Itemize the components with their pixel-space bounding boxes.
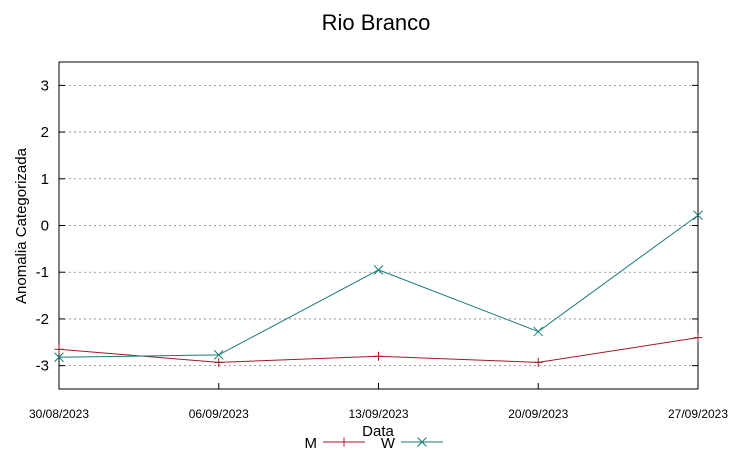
y-tick-label: -3 [36, 358, 49, 375]
x-tick-label: 20/09/2023 [508, 407, 568, 421]
x-tick-label: 13/09/2023 [348, 407, 408, 421]
data-point-M [54, 344, 64, 354]
x-tick-label: 30/08/2023 [29, 407, 89, 421]
y-axis-ticks: -3 -2 -1 0 1 2 3 [36, 77, 698, 375]
y-tick-label: 1 [41, 171, 49, 188]
data-point-M [533, 357, 543, 367]
y-axis-label: Anomalia Categorizada [13, 147, 30, 304]
data-point-M [693, 333, 703, 343]
legend-marker [417, 437, 427, 447]
plot-frame [58, 61, 699, 390]
grid [59, 84, 698, 367]
x-axis-label: Data [362, 423, 394, 440]
y-tick-label: 3 [41, 77, 49, 94]
chart-title: Rio Branco [322, 10, 431, 35]
data-point-W [54, 352, 64, 363]
data-point-M [214, 357, 224, 367]
y-tick-label: -1 [36, 264, 49, 281]
x-axis-ticks: 30/08/2023 06/09/2023 13/09/2023 20/09/2023… [29, 383, 728, 421]
data-point-W [693, 210, 703, 221]
data-point-M [374, 351, 383, 361]
data-point-W [213, 350, 224, 360]
data-point-W [373, 265, 384, 275]
data-point-W [533, 326, 544, 337]
y-tick-label: 0 [41, 218, 49, 235]
legend-label: M [305, 435, 318, 452]
legend-label: W [381, 435, 396, 452]
series-layer [54, 210, 703, 367]
series-line-W [58, 214, 699, 358]
legend-marker [339, 437, 349, 447]
y-tick-label: 2 [41, 124, 49, 141]
x-tick-label: 27/09/2023 [668, 407, 728, 421]
x-tick-label: 06/09/2023 [189, 407, 249, 421]
y-tick-label: -2 [36, 311, 49, 328]
